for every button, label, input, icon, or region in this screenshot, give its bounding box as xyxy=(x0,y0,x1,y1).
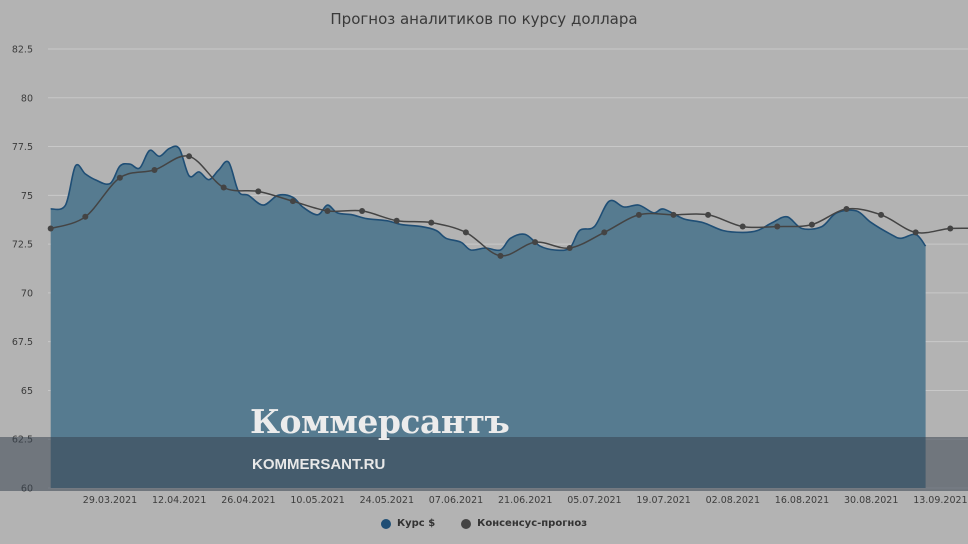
forecast-point[interactable] xyxy=(912,229,919,236)
rate-area-layer xyxy=(50,145,927,488)
legend-marker-rate xyxy=(380,518,391,529)
forecast-point[interactable] xyxy=(428,219,435,226)
x-tick-label: 05.07.2021 xyxy=(567,495,621,506)
forecast-point[interactable] xyxy=(359,207,366,214)
forecast-point[interactable] xyxy=(843,205,850,212)
legend-item-forecast[interactable]: Консенсус-прогноз xyxy=(461,518,587,529)
watermark-logo: Коммерсантъ xyxy=(250,402,510,441)
forecast-point[interactable] xyxy=(601,229,608,236)
x-tick-label: 24.05.2021 xyxy=(360,495,414,506)
y-tick-label: 72.5 xyxy=(12,240,33,251)
x-tick-label: 16.08.2021 xyxy=(775,495,829,506)
y-tick-label: 75 xyxy=(21,191,33,202)
x-tick-label: 13.09.2021 xyxy=(913,495,967,506)
forecast-series-line xyxy=(50,155,968,257)
x-tick-label: 21.06.2021 xyxy=(498,495,552,506)
forecast-point[interactable] xyxy=(808,221,815,228)
y-tick-label: 67.5 xyxy=(12,337,33,348)
chart-title: Прогноз аналитиков по курсу доллара xyxy=(330,10,638,28)
y-tick-label: 70 xyxy=(21,288,33,299)
forecast-point[interactable] xyxy=(151,166,158,173)
forecast-point[interactable] xyxy=(462,229,469,236)
watermark-band xyxy=(0,437,968,491)
forecast-point[interactable] xyxy=(116,174,123,181)
watermark-url: KOMMERSANT.RU xyxy=(252,456,386,473)
legend-label-forecast: Консенсус-прогноз xyxy=(477,518,588,529)
forecast-point[interactable] xyxy=(739,223,746,230)
y-tick-label: 80 xyxy=(21,93,33,104)
x-tick-label: 02.08.2021 xyxy=(706,495,760,506)
forecast-point[interactable] xyxy=(255,188,262,195)
forecast-point[interactable] xyxy=(289,198,296,205)
x-tick-label: 10.05.2021 xyxy=(290,495,344,506)
forecast-line-layer xyxy=(47,153,968,259)
legend: Курс $ Консенсус-прогноз xyxy=(0,518,968,529)
forecast-point[interactable] xyxy=(566,245,573,252)
y-tick-label: 82.5 xyxy=(12,45,33,56)
forecast-point[interactable] xyxy=(705,211,712,218)
y-tick-label: 77.5 xyxy=(12,142,33,153)
x-tick-label: 12.04.2021 xyxy=(152,495,206,506)
forecast-point[interactable] xyxy=(670,211,677,218)
forecast-point[interactable] xyxy=(47,225,54,232)
forecast-point[interactable] xyxy=(878,211,885,218)
x-tick-label: 07.06.2021 xyxy=(429,495,483,506)
forecast-point[interactable] xyxy=(635,211,642,218)
x-tick-label: 26.04.2021 xyxy=(221,495,275,506)
legend-marker-forecast xyxy=(461,518,472,529)
forecast-point[interactable] xyxy=(532,239,539,246)
legend-item-rate[interactable]: Курс $ xyxy=(380,518,436,529)
forecast-point[interactable] xyxy=(393,217,400,224)
forecast-point[interactable] xyxy=(186,153,193,160)
x-tick-label: 30.08.2021 xyxy=(844,495,898,506)
y-tick-label: 65 xyxy=(21,386,33,397)
forecast-point[interactable] xyxy=(774,223,781,230)
forecast-point[interactable] xyxy=(324,207,331,214)
x-tick-label: 19.07.2021 xyxy=(636,495,690,506)
forecast-point[interactable] xyxy=(947,225,954,232)
forecast-point[interactable] xyxy=(497,252,504,259)
forecast-point[interactable] xyxy=(82,213,89,220)
rate-series-line xyxy=(50,145,927,252)
rate-area-fill xyxy=(50,146,926,488)
legend-label-rate: Курс $ xyxy=(396,518,436,529)
x-tick-label: 29.03.2021 xyxy=(83,495,137,506)
forecast-point[interactable] xyxy=(220,184,227,191)
